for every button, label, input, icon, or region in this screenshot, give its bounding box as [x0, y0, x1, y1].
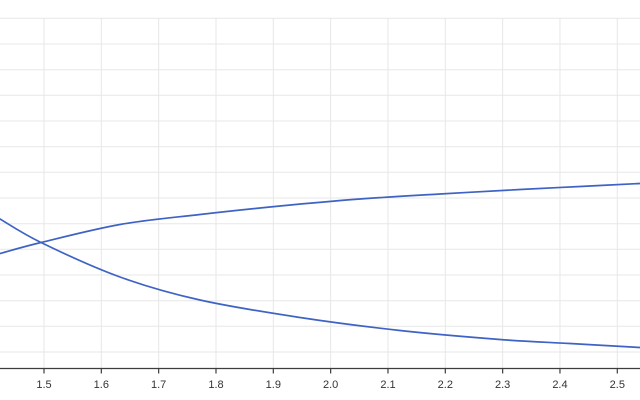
- series-line-falling-curve: [0, 218, 640, 349]
- series-line-rising-curve: [0, 182, 640, 255]
- x-tick-label: 2.1: [380, 379, 395, 391]
- x-tick-label: 2.2: [438, 379, 453, 391]
- x-tick-label: 2.0: [323, 379, 338, 391]
- x-tick-label: 1.9: [266, 379, 281, 391]
- x-tick-label: 2.3: [495, 379, 510, 391]
- x-tick-label: 1.5: [36, 379, 51, 391]
- x-tick-label: 2.4: [552, 379, 567, 391]
- x-tick-label: 2.5: [610, 379, 625, 391]
- x-tick-label: 1.8: [208, 379, 223, 391]
- x-tick-label: 1.7: [151, 379, 166, 391]
- x-tick-label: 1.6: [94, 379, 109, 391]
